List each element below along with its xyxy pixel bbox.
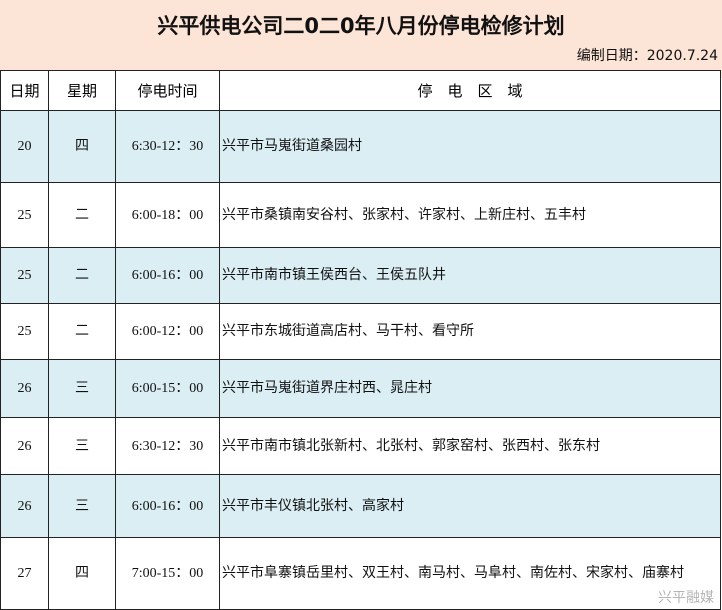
cell-time: 6:00-16：00 (115, 474, 220, 538)
cell-area: 兴平市马嵬街道界庄村西、晁庄村 (219, 359, 721, 418)
table-row: 25 二 6:00-18：00 兴平市桑镇南安谷村、张家村、许家村、上新庄村、五丰村 (0, 182, 721, 248)
table-header-row: 日期 星期 停电时间 停 电 区 域 (0, 70, 721, 111)
header-weekday: 星期 (48, 70, 116, 111)
table-row: 20 四 6:30-12：30 兴平市马嵬街道桑园村 (0, 110, 721, 183)
cell-day: 20 (0, 110, 49, 183)
cell-time: 7:00-15：00 (115, 537, 220, 610)
title-banner: 兴平供电公司二0二0年八月份停电检修计划 编制日期：2020.7.24 (0, 0, 722, 78)
table-row: 26 三 6:30-12：30 兴平市南市镇北张新村、北张村、郭家窑村、张西村、张东村 (0, 417, 721, 475)
cell-weekday: 二 (48, 247, 116, 304)
cell-time: 6:00-16：00 (115, 247, 220, 304)
cell-day: 26 (0, 359, 49, 418)
table-row: 25 二 6:00-12：00 兴平市东城街道高店村、马干村、看守所 (0, 303, 721, 360)
outage-schedule-table: 日期 星期 停电时间 停 电 区 域 20 四 6:30-12：30 兴平市马嵬街道桑… (0, 70, 721, 610)
cell-day: 25 (0, 182, 49, 248)
cell-time: 6:00-12：00 (115, 303, 220, 360)
cell-weekday: 三 (48, 474, 116, 538)
watermark: 兴平融媒 (658, 590, 714, 606)
cell-weekday: 三 (48, 417, 116, 475)
cell-day: 26 (0, 474, 49, 538)
cell-area: 兴平市南市镇王侯西台、王侯五队井 (219, 247, 721, 304)
cell-day: 27 (0, 537, 49, 610)
cell-area: 兴平市桑镇南安谷村、张家村、许家村、上新庄村、五丰村 (219, 182, 721, 248)
cell-weekday: 四 (48, 110, 116, 183)
cell-time: 6:00-18：00 (115, 182, 220, 248)
table-row: 26 三 6:00-16：00 兴平市丰仪镇北张村、高家村 (0, 474, 721, 538)
cell-area: 兴平市东城街道高店村、马干村、看守所 (219, 303, 721, 360)
cell-area: 兴平市马嵬街道桑园村 (219, 110, 721, 183)
cell-day: 25 (0, 303, 49, 360)
cell-area: 兴平市阜寨镇岳里村、双王村、南马村、马阜村、南佐村、宋家村、庙寨村 (219, 537, 721, 610)
table-row: 26 三 6:00-15：00 兴平市马嵬街道界庄村西、晁庄村 (0, 359, 721, 418)
cell-weekday: 三 (48, 359, 116, 418)
header-date: 日期 (0, 70, 49, 111)
page-title: 兴平供电公司二0二0年八月份停电检修计划 (157, 14, 565, 38)
cell-area: 兴平市丰仪镇北张村、高家村 (219, 474, 721, 538)
cell-weekday: 二 (48, 303, 116, 360)
cell-area: 兴平市南市镇北张新村、北张村、郭家窑村、张西村、张东村 (219, 417, 721, 475)
cell-time: 6:30-12：30 (115, 110, 220, 183)
table-row: 25 二 6:00-16：00 兴平市南市镇王侯西台、王侯五队井 (0, 247, 721, 304)
cell-day: 26 (0, 417, 49, 475)
cell-day: 25 (0, 247, 49, 304)
cell-weekday: 二 (48, 182, 116, 248)
cell-time: 6:30-12：30 (115, 417, 220, 475)
header-area: 停 电 区 域 (219, 70, 721, 111)
cell-time: 6:00-15：00 (115, 359, 220, 418)
table-row: 27 四 7:00-15：00 兴平市阜寨镇岳里村、双王村、南马村、马阜村、南佐村、宋… (0, 537, 721, 610)
cell-weekday: 四 (48, 537, 116, 610)
compiled-date: 编制日期：2020.7.24 (576, 48, 718, 64)
header-time: 停电时间 (115, 70, 220, 111)
